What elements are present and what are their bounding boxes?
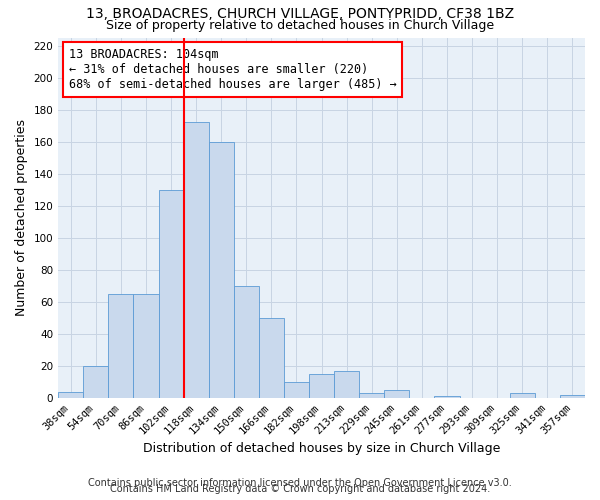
Bar xyxy=(560,395,585,398)
Bar xyxy=(184,122,209,398)
Bar xyxy=(83,366,109,398)
Text: 13, BROADACRES, CHURCH VILLAGE, PONTYPRIDD, CF38 1BZ: 13, BROADACRES, CHURCH VILLAGE, PONTYPRI… xyxy=(86,8,514,22)
Y-axis label: Number of detached properties: Number of detached properties xyxy=(15,119,28,316)
Bar xyxy=(309,374,334,398)
Text: Size of property relative to detached houses in Church Village: Size of property relative to detached ho… xyxy=(106,19,494,32)
Bar xyxy=(385,390,409,398)
Bar xyxy=(259,318,284,398)
Bar xyxy=(209,142,234,398)
Bar xyxy=(109,294,133,398)
Bar xyxy=(334,371,359,398)
Bar xyxy=(133,294,158,398)
Bar xyxy=(510,393,535,398)
Text: Contains HM Land Registry data © Crown copyright and database right 2024.: Contains HM Land Registry data © Crown c… xyxy=(110,484,490,494)
X-axis label: Distribution of detached houses by size in Church Village: Distribution of detached houses by size … xyxy=(143,442,500,455)
Bar xyxy=(359,393,385,398)
Bar xyxy=(234,286,259,398)
Text: 13 BROADACRES: 104sqm
← 31% of detached houses are smaller (220)
68% of semi-det: 13 BROADACRES: 104sqm ← 31% of detached … xyxy=(69,48,397,92)
Bar xyxy=(158,190,184,398)
Text: Contains public sector information licensed under the Open Government Licence v3: Contains public sector information licen… xyxy=(88,478,512,488)
Bar xyxy=(58,392,83,398)
Bar xyxy=(434,396,460,398)
Bar xyxy=(284,382,309,398)
